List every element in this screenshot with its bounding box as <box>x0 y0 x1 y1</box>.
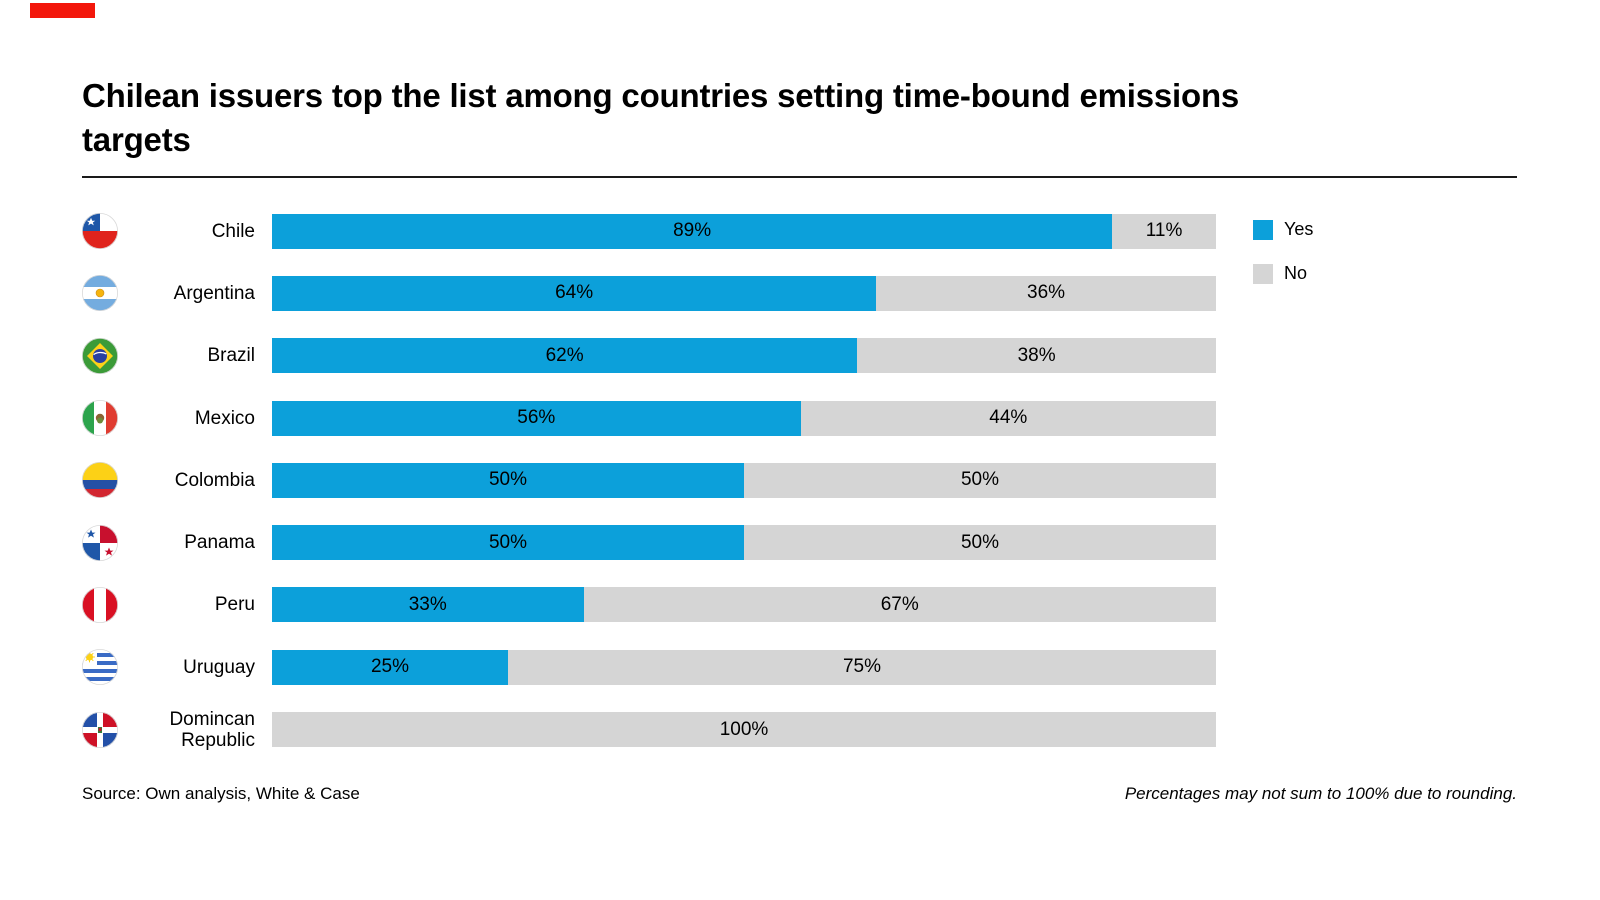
chart-row: Uruguay 25% 75% <box>82 636 1216 698</box>
stacked-bar-chart: Chile 89% 11% Argentina 64% 36% Brazil 62% 38% Me… <box>82 200 1216 761</box>
no-value-label: 50% <box>960 469 1000 491</box>
chart-row: Domincan Republic 100% <box>82 698 1216 760</box>
no-value-label: 38% <box>1017 344 1056 366</box>
yes-bar-segment: 64% <box>272 275 877 311</box>
source-text: Source: Own analysis, White & Case <box>82 784 360 803</box>
chart-rows: Chile 89% 11% Argentina 64% 36% Brazil 62% 38% Me… <box>82 200 1216 761</box>
yes-value-label: 50% <box>488 469 528 491</box>
no-bar-segment: 50% <box>744 463 1216 498</box>
chart-row: Peru 33% 67% <box>82 574 1216 636</box>
title-divider <box>82 176 1517 178</box>
mexico-flag <box>82 400 118 437</box>
bar-track: 89% 11% <box>272 213 1216 249</box>
yes-legend-swatch <box>1253 219 1273 240</box>
country-label: Peru <box>214 594 255 616</box>
bar-track: 62% 38% <box>272 338 1216 374</box>
chart-row: Argentina 64% 36% <box>82 262 1216 324</box>
yes-legend-label: Yes <box>1284 219 1314 239</box>
country-label: Domincan Republic <box>169 708 255 751</box>
yes-value-label: 64% <box>555 282 594 304</box>
no-legend-label: No <box>1284 263 1308 283</box>
no-bar-segment: 44% <box>801 401 1216 436</box>
yes-value-label: 62% <box>545 344 584 366</box>
brazil-flag <box>82 337 118 374</box>
yes-value-label: 56% <box>517 407 556 429</box>
country-label: Uruguay <box>183 656 255 678</box>
no-bar-segment: 67% <box>584 587 1216 622</box>
country-label: Chile <box>211 220 255 242</box>
yes-bar-segment: 50% <box>272 462 744 498</box>
no-bar-segment: 50% <box>744 525 1216 560</box>
argentina-flag <box>82 275 118 312</box>
rounding-note: Percentages may not sum to 100% due to r… <box>1124 784 1517 803</box>
yes-bar-segment: 25% <box>272 649 508 685</box>
bar-track: 33% 67% <box>272 587 1216 623</box>
no-value-label: 75% <box>842 656 882 678</box>
yes-bar-segment: 50% <box>272 525 744 561</box>
country-label: Brazil <box>207 345 255 367</box>
chile-flag <box>82 213 118 250</box>
chart-row: Panama 50% 50% <box>82 511 1216 573</box>
bar-track: 50% 50% <box>272 462 1216 498</box>
no-value-label: 36% <box>1027 282 1066 304</box>
chart-row: Mexico 56% 44% <box>82 387 1216 449</box>
dominican-republic-flag <box>82 711 118 748</box>
peru-flag <box>82 586 118 623</box>
no-bar-segment: 11% <box>1112 214 1216 249</box>
chart-legend: Yes No <box>1253 219 1313 307</box>
yes-value-label: 33% <box>408 593 447 615</box>
chart-row: Chile 89% 11% <box>82 200 1216 262</box>
brand-mark <box>30 3 95 18</box>
yes-bar-segment: 56% <box>272 400 801 436</box>
no-bar-segment: 36% <box>876 276 1216 311</box>
chart-row: Colombia 50% 50% <box>82 449 1216 511</box>
country-label: Panama <box>184 532 255 554</box>
yes-value-label: 50% <box>488 531 528 553</box>
yes-bar-segment: 89% <box>272 213 1113 249</box>
bar-track: 100% <box>272 712 1216 748</box>
country-label: Colombia <box>174 469 255 491</box>
no-value-label: 50% <box>960 531 1000 553</box>
no-value-label: 11% <box>1145 220 1183 242</box>
colombia-flag <box>82 462 118 499</box>
no-bar-segment: 100% <box>272 712 1216 747</box>
country-label: Argentina <box>173 282 255 304</box>
no-value-label: 44% <box>989 407 1028 429</box>
yes-bar-segment: 33% <box>272 587 584 623</box>
yes-value-label: 25% <box>370 656 410 678</box>
uruguay-flag <box>82 649 118 686</box>
country-label: Mexico <box>194 407 255 429</box>
no-legend-swatch <box>1253 263 1273 284</box>
page-title: Chilean issuers top the list among count… <box>82 77 1240 158</box>
legend-item-no: No <box>1253 263 1313 284</box>
no-bar-segment: 75% <box>508 650 1216 685</box>
no-bar-segment: 38% <box>857 338 1216 373</box>
legend-item-yes: Yes <box>1253 219 1313 240</box>
bar-track: 50% 50% <box>272 525 1216 561</box>
bar-track: 56% 44% <box>272 400 1216 436</box>
no-value-label: 67% <box>880 593 919 615</box>
yes-bar-segment: 62% <box>272 338 858 374</box>
bar-track: 64% 36% <box>272 275 1216 311</box>
bar-track: 25% 75% <box>272 649 1216 685</box>
no-value-label: 100% <box>719 718 769 740</box>
yes-value-label: 89% <box>673 220 712 242</box>
panama-flag <box>82 524 118 561</box>
chart-row: Brazil 62% 38% <box>82 325 1216 387</box>
